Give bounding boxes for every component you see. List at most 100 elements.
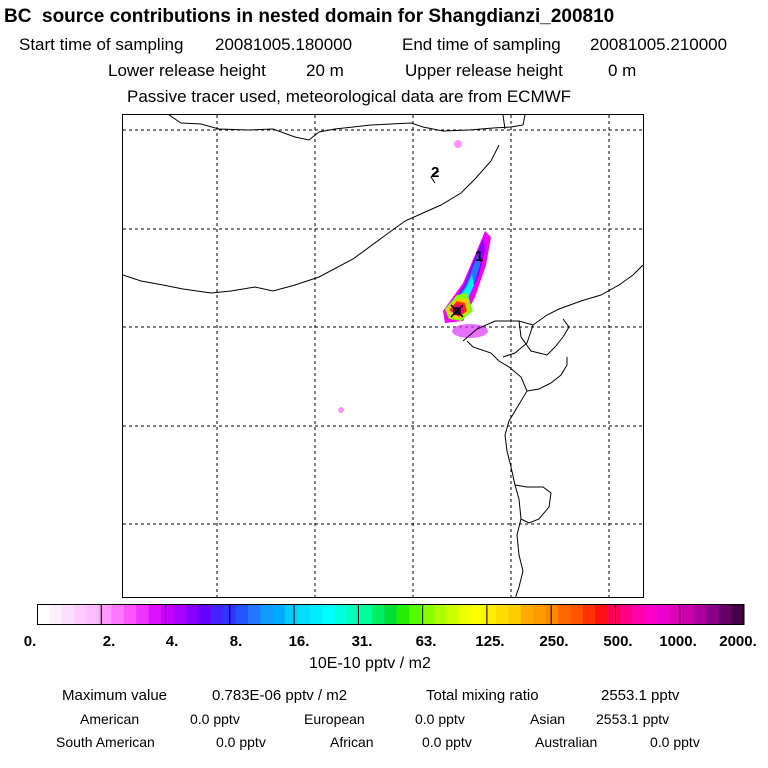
- colorbar-swatch: [545, 604, 559, 625]
- plume-cell: [452, 324, 488, 338]
- colorbar-swatch: [495, 604, 509, 625]
- colorbar-swatch: [111, 604, 125, 625]
- coastline: [518, 318, 570, 356]
- colorbar-swatch: [185, 604, 199, 625]
- colorbar-swatch: [334, 604, 348, 625]
- location-label: 2: [431, 164, 439, 181]
- region-value: 0.0 pptv: [422, 734, 472, 750]
- end-time-value: 20081005.210000: [590, 35, 728, 54]
- colorbar-swatch: [359, 604, 373, 625]
- colorbar-swatch: [458, 604, 472, 625]
- colorbar-swatch: [607, 604, 621, 625]
- colorbar-border: [37, 604, 744, 625]
- colorbar-swatch: [173, 604, 187, 625]
- colorbar-swatch: [322, 604, 336, 625]
- region-value: 0.0 pptv: [650, 734, 700, 750]
- colorbar-swatch: [210, 604, 224, 625]
- colorbar-swatch: [731, 604, 745, 625]
- colorbar-tick: 4.: [165, 633, 179, 650]
- colorbar-tick: 250.: [539, 633, 569, 650]
- end-time-label: End time of sampling: [402, 35, 561, 54]
- region-name: Asian: [530, 711, 566, 727]
- map-panel: 1 2: [122, 114, 644, 598]
- upper-height-label: Upper release height: [405, 61, 563, 80]
- coastline: [466, 340, 528, 597]
- region-value: 0.0 pptv: [415, 711, 465, 727]
- region-name: Australian: [535, 734, 598, 750]
- colorbar-swatch: [570, 604, 584, 625]
- colorbar-swatch: [235, 604, 249, 625]
- colorbar-swatch: [49, 604, 63, 625]
- coastline: [430, 170, 440, 184]
- colorbar-swatch: [260, 604, 274, 625]
- start-time-value: 20081005.180000: [215, 35, 353, 54]
- plume-cell: [338, 407, 344, 413]
- colorbar-swatch: [285, 604, 298, 625]
- lower-height-label: Lower release height: [108, 61, 266, 80]
- start-time-label: Start time of sampling: [19, 35, 184, 54]
- chart-title: BC source contributions in nested domain…: [4, 6, 615, 27]
- colorbar-swatch: [61, 604, 75, 625]
- colorbar-swatch: [471, 604, 485, 625]
- max-value-label: Maximum value: [62, 687, 168, 704]
- colorbar-swatch: [483, 604, 497, 625]
- coastlines: [123, 115, 643, 597]
- colorbar-swatch: [371, 604, 385, 625]
- region-value: 0.0 pptv: [216, 734, 266, 750]
- colorbar-swatch: [582, 604, 596, 625]
- colorbar-swatch: [632, 604, 646, 625]
- colorbar-swatch: [86, 604, 100, 625]
- colorbar-tick: 8.: [229, 633, 243, 650]
- upper-height-value: 0 m: [608, 61, 637, 80]
- region-name: South American: [56, 734, 155, 750]
- gridlines: [123, 115, 643, 597]
- colorbar-swatch: [161, 604, 174, 625]
- coastline: [502, 115, 506, 130]
- colorbar-swatch: [619, 604, 633, 625]
- coastline: [462, 264, 643, 342]
- tracer-note: Passive tracer used, meteorological data…: [127, 87, 572, 106]
- colorbar-swatch: [347, 604, 360, 625]
- colorbar-tick: 125.: [475, 633, 505, 650]
- colorbar-tick: 500.: [603, 633, 633, 650]
- colorbar-swatch: [433, 604, 447, 625]
- colorbar-tick: 16.: [288, 633, 310, 650]
- coastline: [123, 144, 500, 294]
- region-name: European: [304, 711, 365, 727]
- colorbar-swatch: [446, 604, 460, 625]
- region-name: African: [330, 734, 374, 750]
- colorbar-swatch: [719, 604, 733, 625]
- colorbar-swatch: [421, 604, 435, 625]
- total-mixing-label: Total mixing ratio: [426, 687, 539, 704]
- colorbar-swatch: [669, 604, 683, 625]
- colorbar-swatch: [508, 604, 522, 625]
- colorbar-swatch: [74, 604, 88, 625]
- colorbar-tick: 63.: [415, 633, 437, 650]
- max-value: 0.783E-06 pptv / m2: [212, 687, 348, 704]
- coastline: [514, 484, 552, 524]
- colorbar-swatch: [99, 604, 112, 625]
- colorbar-unit: 10E-10 pptv / m2: [309, 655, 431, 672]
- colorbar-tick: 0.: [23, 633, 37, 650]
- colorbar-swatch: [644, 604, 658, 625]
- colorbar-swatch: [384, 604, 398, 625]
- colorbar-swatch: [272, 604, 286, 625]
- colorbar-swatch: [309, 604, 323, 625]
- map-canvas: 1 2: [123, 115, 643, 597]
- coastline: [168, 115, 526, 141]
- colorbar-swatch: [694, 604, 708, 625]
- colorbar-swatch: [247, 604, 261, 625]
- colorbar-tick: 31.: [351, 633, 373, 650]
- colorbar-swatch: [396, 604, 410, 625]
- colorbar-tick: 1000.: [659, 633, 697, 650]
- coastline: [502, 324, 534, 358]
- colorbar-swatch: [595, 604, 609, 625]
- colorbar-swatch: [557, 604, 571, 625]
- colorbar-swatch: [681, 604, 695, 625]
- colorbar-swatch: [706, 604, 720, 625]
- colorbar-swatch: [37, 604, 50, 625]
- colorbar-swatch: [409, 604, 423, 625]
- colorbar-swatch: [657, 604, 671, 625]
- region-name: American: [80, 711, 140, 727]
- location-label: 1: [475, 248, 483, 265]
